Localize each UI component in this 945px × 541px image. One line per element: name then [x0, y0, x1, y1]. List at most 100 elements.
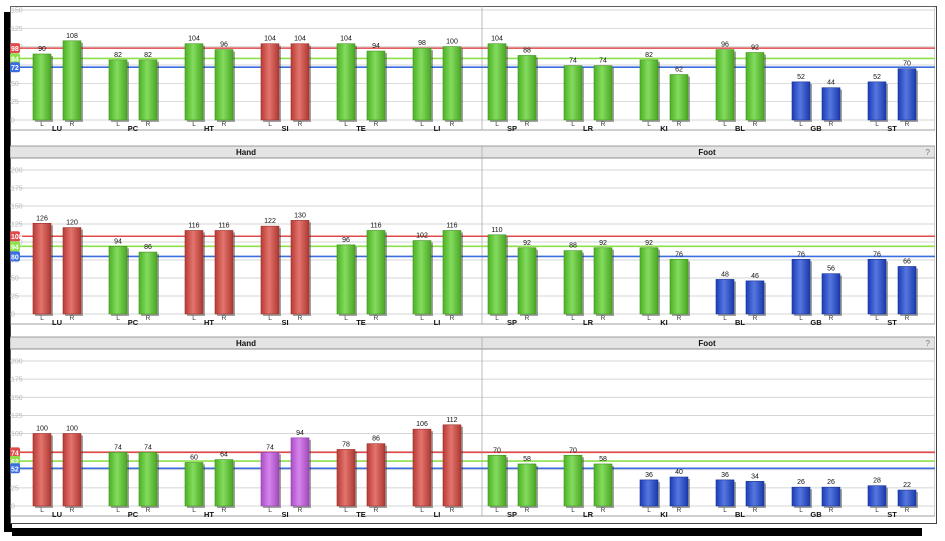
- bar-value-label: 104: [294, 36, 306, 43]
- bar-lu-right: [62, 227, 82, 315]
- side-label: L: [40, 315, 44, 322]
- bar-value-label: 110: [491, 227, 502, 234]
- bar-value-label: 70: [493, 447, 501, 454]
- side-label: R: [601, 507, 606, 514]
- y-tick-label: 125: [11, 26, 23, 33]
- side-label: R: [374, 507, 379, 514]
- meridian-label-lu: LU: [52, 510, 62, 519]
- bar-si-left: [260, 43, 280, 121]
- bar-pc-right: [138, 251, 158, 315]
- bar-lr-right: [593, 65, 613, 121]
- section-label-foot: Foot: [698, 339, 716, 348]
- side-label: L: [268, 315, 272, 322]
- meridian-label-st: ST: [887, 318, 897, 327]
- section-label-foot: Foot: [698, 148, 716, 157]
- y-tick-label: 125: [11, 222, 23, 229]
- bar-value-label: 36: [645, 472, 653, 479]
- meridian-label-pc: PC: [128, 510, 139, 519]
- y-tick-label: 200: [11, 359, 23, 366]
- bar-lu-left: [32, 433, 52, 507]
- y-tick-label: 150: [11, 8, 23, 15]
- meridian-label-ki: KI: [660, 124, 668, 133]
- bar-value-label: 58: [599, 456, 607, 463]
- bar-li-right: [442, 230, 462, 315]
- side-label: R: [146, 121, 151, 128]
- bar-sp-left: [487, 43, 507, 121]
- y-tick-label: 25: [11, 294, 19, 301]
- bar-value-label: 22: [903, 482, 911, 489]
- bar-value-label: 74: [144, 444, 152, 451]
- meridian-label-bl: BL: [735, 510, 745, 519]
- meridian-label-ht: HT: [204, 124, 214, 133]
- bar-gb-right: [821, 486, 841, 507]
- meridian-label-gb: GB: [810, 124, 822, 133]
- meridian-label-te: TE: [356, 510, 366, 519]
- bar-value-label: 94: [114, 238, 122, 245]
- side-label: L: [192, 315, 196, 322]
- bar-li-right: [442, 46, 462, 121]
- meridian-label-lr: LR: [583, 124, 594, 133]
- bar-value-label: 88: [569, 243, 577, 250]
- reference-value-label: 98: [11, 46, 19, 53]
- bar-value-label: 82: [645, 52, 653, 59]
- bar-si-right: [290, 437, 310, 507]
- bar-si-right: [290, 220, 310, 315]
- reference-badge-blue: [10, 463, 20, 474]
- bar-value-label: 86: [372, 436, 380, 443]
- side-label: L: [116, 507, 120, 514]
- meridian-label-ki: KI: [660, 510, 668, 519]
- bar-value-label: 82: [144, 52, 152, 59]
- side-label: L: [420, 507, 424, 514]
- y-tick-label: 0: [11, 118, 15, 125]
- bar-sp-left: [487, 454, 507, 507]
- meridian-label-lr: LR: [583, 510, 594, 519]
- bar-value-label: 56: [827, 266, 835, 273]
- bar-te-left: [336, 43, 356, 121]
- bar-value-label: 116: [446, 222, 457, 229]
- frame-shadow-bottom: [12, 528, 922, 536]
- y-tick-label: 175: [11, 377, 23, 384]
- side-label: R: [222, 315, 227, 322]
- meridian-label-st: ST: [887, 124, 897, 133]
- y-tick-label: 125: [11, 413, 23, 420]
- bar-ht-right: [214, 49, 234, 121]
- frame-shadow-left: [4, 12, 12, 532]
- meridian-label-lu: LU: [52, 124, 62, 133]
- meridian-chart: 025507510012515098847290L108RLU82L82RPC1…: [10, 6, 935, 519]
- bar-gb-right: [821, 273, 841, 315]
- side-label: L: [344, 121, 348, 128]
- bar-value-label: 116: [218, 222, 229, 229]
- bar-value-label: 74: [114, 444, 122, 451]
- bar-value-label: 26: [827, 479, 835, 486]
- y-tick-label: 0: [11, 504, 15, 511]
- side-label: L: [344, 315, 348, 322]
- reference-value-label: 62: [11, 459, 19, 466]
- bar-gb-left: [791, 486, 811, 507]
- bar-value-label: 90: [38, 46, 46, 53]
- reference-value-label: 108: [11, 234, 23, 241]
- side-label: R: [374, 315, 379, 322]
- bar-value-label: 48: [721, 271, 729, 278]
- bar-ht-left: [184, 43, 204, 121]
- side-label: L: [192, 507, 196, 514]
- bar-value-label: 70: [903, 61, 911, 68]
- meridian-label-sp: SP: [507, 510, 517, 519]
- side-label: L: [723, 315, 727, 322]
- bar-value-label: 52: [873, 74, 881, 81]
- meridian-label-ht: HT: [204, 318, 214, 327]
- bar-value-label: 104: [188, 36, 200, 43]
- side-label: R: [450, 507, 455, 514]
- bar-te-right: [366, 50, 386, 121]
- reference-badge-red: [10, 43, 20, 54]
- meridian-label-li: LI: [434, 318, 441, 327]
- reference-badge-red: [10, 231, 20, 242]
- bar-te-right: [366, 230, 386, 315]
- bar-value-label: 94: [372, 43, 380, 50]
- side-label: R: [525, 121, 530, 128]
- reference-badge-blue: [10, 62, 20, 73]
- meridian-label-si: SI: [281, 124, 288, 133]
- bar-value-label: 34: [751, 473, 759, 480]
- bar-value-label: 98: [418, 40, 426, 47]
- bar-value-label: 76: [797, 251, 805, 258]
- side-label: R: [677, 315, 682, 322]
